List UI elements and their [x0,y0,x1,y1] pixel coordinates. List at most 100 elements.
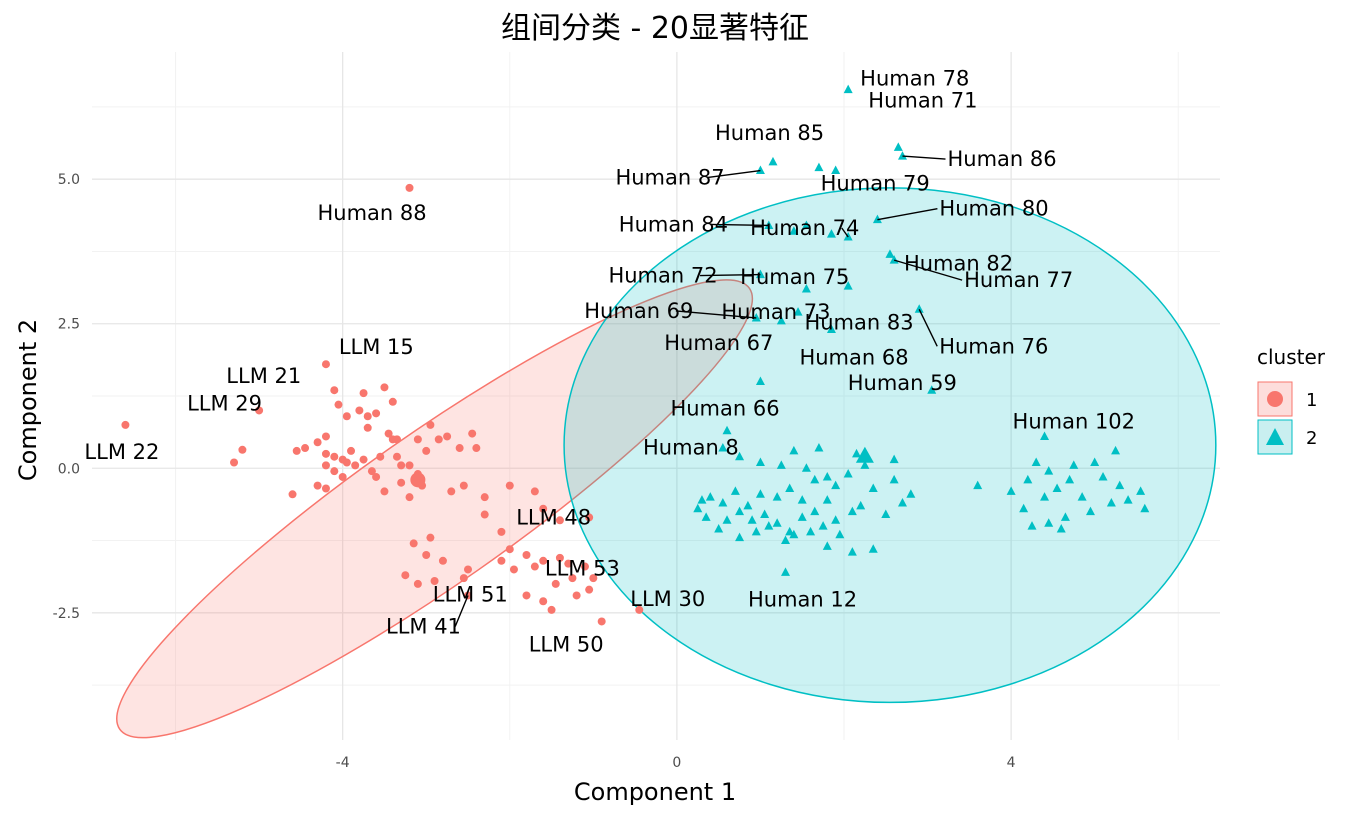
data-point-triangle [1136,486,1146,495]
data-point-circle [505,545,514,554]
point-label: Human 72 [608,264,717,288]
label-leader-line [706,169,761,179]
data-point-circle [555,516,564,525]
data-point-circle [121,420,130,429]
point-label: LLM 29 [187,391,262,415]
data-point-circle [539,597,548,606]
data-point-triangle [973,480,983,490]
data-point-circle [380,383,389,392]
data-point-circle [447,487,456,496]
data-point-triangle [826,229,836,238]
point-label: LLM 53 [545,556,620,580]
y-tick-label: 0.0 [58,461,80,477]
data-point-triangle [776,315,786,325]
data-point-triangle [847,506,857,516]
data-point-circle [413,435,422,444]
data-point-triangle [755,165,765,175]
cluster-ellipse-1 [116,279,754,739]
cluster-centroid-triangle [855,446,874,463]
data-point-triangle [831,165,841,175]
data-point-circle [555,553,564,562]
data-point-circle [589,574,598,583]
label-leader-line [710,223,769,227]
data-point-triangle [860,460,870,469]
point-label: Human 69 [584,299,693,323]
data-point-triangle [755,376,765,386]
data-point-triangle [743,500,753,510]
data-point-circle [530,562,539,571]
data-point-triangle [843,469,853,478]
data-point-triangle [1056,523,1066,533]
data-point-circle [464,565,472,574]
data-point-circle [384,429,393,438]
data-point-circle [434,435,443,444]
data-point-circle [413,579,422,588]
data-point-circle [392,452,401,461]
data-point-triangle [747,515,757,524]
data-point-circle [363,423,372,432]
data-point-triangle [772,518,782,527]
point-label: Human 85 [715,121,824,145]
data-point-triangle [843,281,853,290]
data-point-circle [430,577,439,586]
point-label: Human 83 [804,311,913,335]
data-point-circle [551,579,560,588]
data-point-triangle [889,454,899,464]
label-leader-line [841,227,849,238]
data-point-triangle [772,492,782,501]
data-point-triangle [1069,460,1079,469]
data-point-triangle [801,463,811,472]
data-point-triangle [856,500,866,510]
data-point-circle [388,397,397,406]
point-label: Human 86 [947,147,1056,171]
data-point-triangle [822,541,832,550]
data-point-triangle [810,474,820,484]
data-point-triangle [810,506,820,516]
data-point-circle [426,420,435,429]
data-point-triangle [785,526,795,536]
point-label: LLM 22 [84,440,159,464]
label-leader-line [918,308,938,347]
data-point-circle [401,571,410,580]
data-point-triangle [789,226,799,235]
data-point-circle [321,432,330,441]
point-label: Human 71 [868,88,977,112]
data-point-triangle [1090,457,1100,466]
point-label: LLM 48 [516,506,591,530]
data-point-circle [347,446,356,455]
data-point-triangle [1040,492,1050,501]
point-label: LLM 30 [630,587,705,611]
data-point-triangle [693,503,703,513]
data-point-circle [338,472,347,481]
legend-triangle-icon [1266,428,1284,445]
data-point-triangle [735,506,745,516]
data-point-triangle [751,526,761,536]
data-point-circle [330,386,339,395]
data-point-circle [230,458,239,467]
legend: cluster 1 2 [1257,345,1326,455]
data-point-circle [585,585,594,594]
data-point-triangle [814,162,824,172]
data-point-triangle [751,312,761,322]
data-point-circle [505,481,514,490]
data-point-circle [397,478,406,487]
data-point-circle [397,461,406,470]
data-point-triangle [764,521,774,530]
x-tick-label: 0 [672,755,681,771]
data-point-circle [580,562,589,571]
data-point-triangle [868,544,878,553]
data-point-circle [342,458,351,467]
data-point-circle [564,559,573,568]
cluster-centroid-circle [410,472,426,488]
data-point-triangle [760,509,770,519]
data-point-triangle [868,483,878,493]
data-point-triangle [755,457,765,466]
data-point-triangle [781,567,791,576]
data-point-circle [522,591,531,600]
data-point-circle [255,406,264,415]
data-point-triangle [1123,495,1133,504]
data-point-circle [367,467,376,476]
data-point-circle [426,533,435,542]
data-point-triangle [806,526,816,536]
